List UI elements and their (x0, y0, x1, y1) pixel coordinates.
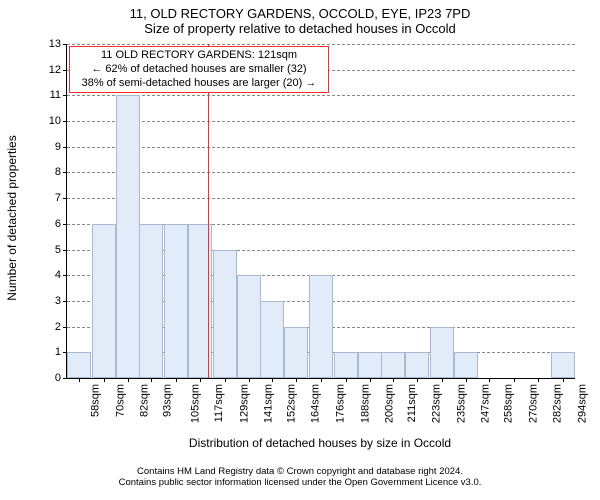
xtick-mark (225, 378, 226, 382)
bar (67, 352, 91, 378)
xtick-mark (151, 378, 152, 382)
xtick-label: 152sqm (285, 384, 297, 423)
ytick-label: 7 (55, 192, 67, 204)
bar (116, 95, 140, 378)
xtick-label: 93sqm (161, 384, 173, 417)
x-axis-label: Distribution of detached houses by size … (66, 436, 574, 450)
xtick-mark (296, 378, 297, 382)
xtick-label: 235sqm (455, 384, 467, 423)
annotation-line: 11 OLD RECTORY GARDENS: 121sqm (74, 49, 324, 63)
ytick-label: 0 (55, 372, 67, 384)
bar (260, 301, 284, 378)
xtick-label: 258sqm (503, 384, 515, 423)
ytick-label: 1 (55, 346, 67, 358)
xtick-label: 188sqm (359, 384, 371, 423)
xtick-mark (321, 378, 322, 382)
annotation-line: 38% of semi-detached houses are larger (… (74, 77, 324, 91)
xtick-label: 70sqm (114, 384, 126, 417)
xtick-label: 200sqm (384, 384, 396, 423)
xtick-mark (200, 378, 201, 382)
bar (430, 327, 454, 378)
ytick-label: 4 (55, 269, 67, 281)
ytick-label: 3 (55, 295, 67, 307)
gridline (67, 121, 575, 122)
xtick-mark (104, 378, 105, 382)
bar (551, 352, 575, 378)
bar (139, 224, 163, 378)
xtick-label: 176sqm (335, 384, 347, 423)
annotation-box: 11 OLD RECTORY GARDENS: 121sqm← 62% of d… (69, 46, 329, 93)
annotation-line: ← 62% of detached houses are smaller (32… (74, 63, 324, 77)
xtick-label: 211sqm (406, 384, 418, 422)
footer-line-2: Contains public sector information licen… (0, 477, 600, 488)
footer-line-1: Contains HM Land Registry data © Crown c… (0, 466, 600, 477)
bar (284, 327, 308, 378)
y-axis-label: Number of detached properties (5, 51, 19, 385)
xtick-mark (272, 378, 273, 382)
gridline (67, 147, 575, 148)
ytick-label: 10 (49, 115, 67, 127)
bar (358, 352, 382, 378)
gridline (67, 198, 575, 199)
xtick-label: 282sqm (552, 384, 564, 423)
xtick-label: 129sqm (238, 384, 250, 423)
xtick-mark (370, 378, 371, 382)
xtick-label: 294sqm (576, 384, 588, 423)
xtick-mark (514, 378, 515, 382)
chart-title-sub: Size of property relative to detached ho… (0, 21, 600, 40)
xtick-label: 82sqm (139, 384, 151, 417)
xtick-mark (442, 378, 443, 382)
gridline (67, 95, 575, 96)
xtick-label: 105sqm (189, 384, 201, 423)
ytick-label: 9 (55, 141, 67, 153)
bar (213, 250, 237, 378)
gridline (67, 172, 575, 173)
xtick-mark (393, 378, 394, 382)
xtick-mark (417, 378, 418, 382)
ytick-label: 5 (55, 244, 67, 256)
xtick-label: 223sqm (431, 384, 443, 423)
ytick-label: 13 (49, 38, 67, 50)
xtick-mark (466, 378, 467, 382)
xtick-mark (563, 378, 564, 382)
ytick-label: 12 (49, 64, 67, 76)
bar (334, 352, 358, 378)
bar (237, 275, 261, 378)
bar (381, 352, 405, 378)
bar (164, 224, 188, 378)
bar (454, 352, 478, 378)
bar (405, 352, 429, 378)
chart-title-main: 11, OLD RECTORY GARDENS, OCCOLD, EYE, IP… (0, 0, 600, 21)
xtick-mark (79, 378, 80, 382)
ytick-label: 6 (55, 218, 67, 230)
gridline (67, 44, 575, 45)
xtick-label: 164sqm (310, 384, 322, 423)
xtick-mark (346, 378, 347, 382)
xtick-label: 270sqm (527, 384, 539, 423)
xtick-label: 247sqm (480, 384, 492, 423)
xtick-label: 117sqm (213, 384, 225, 422)
xtick-label: 58sqm (90, 384, 102, 417)
marker-line (208, 44, 209, 378)
xtick-label: 141sqm (263, 384, 275, 423)
xtick-mark (176, 378, 177, 382)
ytick-label: 2 (55, 321, 67, 333)
xtick-mark (489, 378, 490, 382)
footer: Contains HM Land Registry data © Crown c… (0, 466, 600, 489)
ytick-label: 11 (50, 89, 67, 101)
xtick-mark (538, 378, 539, 382)
plot-area: 01234567891011121358sqm70sqm82sqm93sqm10… (66, 44, 575, 379)
bar (309, 275, 333, 378)
ytick-label: 8 (55, 166, 67, 178)
xtick-mark (128, 378, 129, 382)
xtick-mark (249, 378, 250, 382)
bar (92, 224, 116, 378)
